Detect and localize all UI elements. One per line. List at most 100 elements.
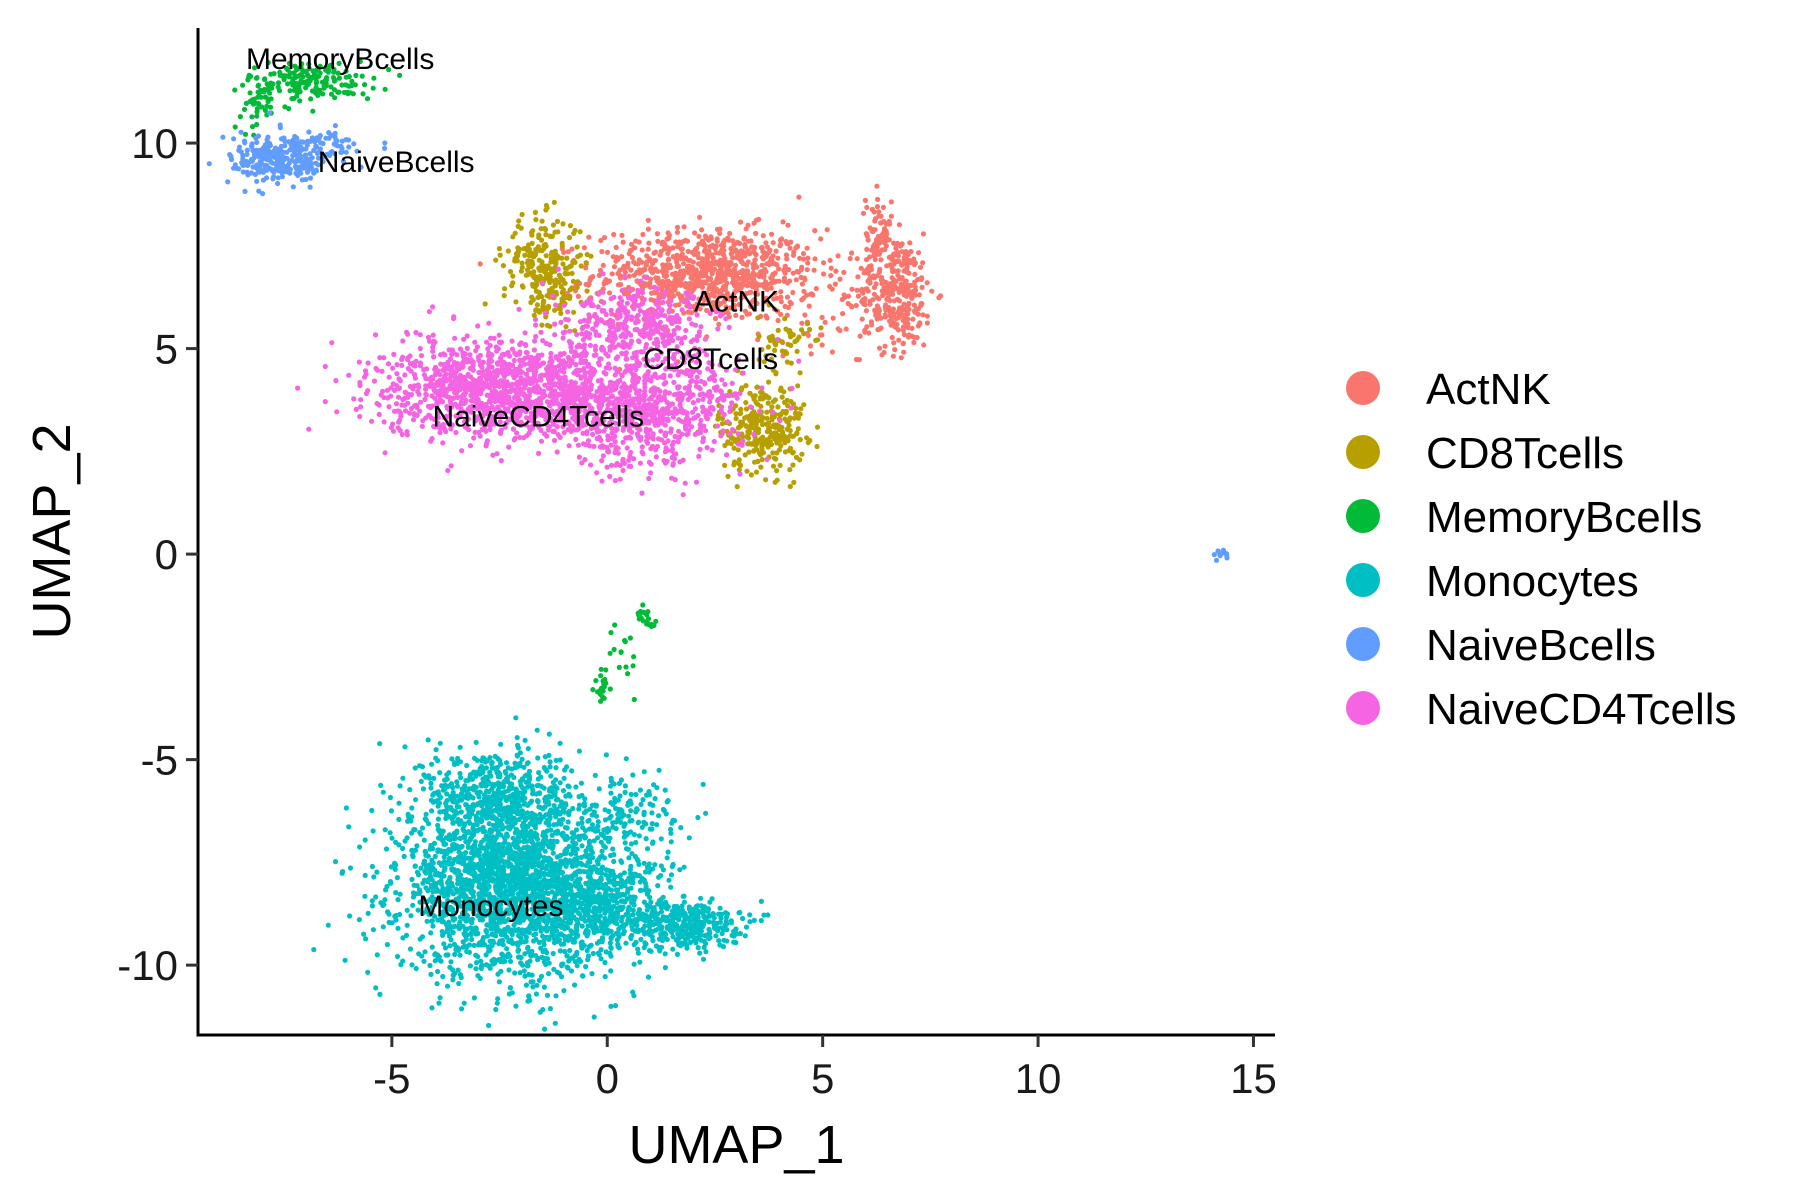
data-point xyxy=(519,264,525,271)
data-point xyxy=(541,785,547,791)
data-point xyxy=(681,261,687,267)
data-point xyxy=(558,858,564,864)
data-point xyxy=(534,835,540,841)
data-point xyxy=(603,680,609,686)
data-point xyxy=(881,240,888,246)
data-point xyxy=(553,993,559,999)
data-point xyxy=(510,940,516,946)
data-point xyxy=(505,804,511,810)
data-point xyxy=(733,254,739,260)
data-point xyxy=(739,314,745,320)
data-point xyxy=(905,316,911,322)
data-point xyxy=(545,798,551,804)
data-point xyxy=(795,269,802,275)
data-point xyxy=(420,880,426,886)
data-point xyxy=(745,259,751,265)
data-point xyxy=(623,664,629,670)
data-point xyxy=(796,194,802,200)
data-point xyxy=(496,769,502,776)
data-point xyxy=(787,415,793,421)
data-point xyxy=(768,441,775,448)
data-point xyxy=(549,845,555,852)
data-point xyxy=(240,82,246,88)
data-point xyxy=(469,861,476,867)
data-point xyxy=(679,253,685,259)
data-point xyxy=(241,106,248,112)
data-point xyxy=(758,403,764,409)
data-point xyxy=(647,280,653,286)
data-point xyxy=(258,87,264,93)
data-point xyxy=(904,305,911,311)
data-point xyxy=(483,928,489,935)
data-point xyxy=(416,951,422,957)
data-point xyxy=(748,273,754,279)
data-point xyxy=(574,963,580,969)
data-point xyxy=(863,308,870,314)
data-point xyxy=(706,286,712,292)
data-point xyxy=(785,341,791,347)
data-point xyxy=(292,87,298,93)
data-point xyxy=(447,814,453,820)
data-point xyxy=(540,1007,546,1013)
data-point xyxy=(232,87,238,93)
data-point xyxy=(865,288,871,294)
data-point xyxy=(543,232,549,238)
data-point xyxy=(535,855,541,861)
data-point xyxy=(511,815,517,821)
data-point xyxy=(774,295,780,301)
data-point xyxy=(876,251,882,257)
data-point xyxy=(714,226,721,232)
data-point xyxy=(442,777,448,783)
data-point xyxy=(532,209,539,215)
data-point xyxy=(522,951,528,957)
data-point xyxy=(618,649,624,655)
data-point xyxy=(540,933,546,939)
data-point xyxy=(801,295,807,301)
data-point xyxy=(911,302,917,308)
data-point xyxy=(531,269,537,275)
data-point xyxy=(569,830,575,836)
data-point xyxy=(500,263,506,269)
data-point xyxy=(451,813,457,819)
data-point xyxy=(691,280,698,286)
data-point xyxy=(918,264,924,270)
data-point xyxy=(876,345,883,351)
data-point xyxy=(541,959,547,965)
data-point xyxy=(264,103,270,109)
data-point xyxy=(768,285,774,291)
data-point xyxy=(827,257,833,263)
data-point xyxy=(782,267,788,273)
data-point xyxy=(541,276,548,282)
data-point xyxy=(553,765,559,771)
data-point xyxy=(764,286,770,292)
data-point xyxy=(768,255,774,262)
data-point xyxy=(865,237,871,243)
data-point xyxy=(912,283,918,290)
data-point xyxy=(457,770,463,777)
data-point xyxy=(547,764,553,770)
data-point xyxy=(511,865,517,871)
data-point xyxy=(873,281,879,287)
data-point xyxy=(577,252,584,258)
data-point xyxy=(456,849,462,855)
data-point xyxy=(878,257,884,263)
data-point xyxy=(547,759,553,765)
data-point xyxy=(514,752,520,758)
data-point xyxy=(876,268,883,274)
data-point xyxy=(464,762,470,769)
data-point xyxy=(889,291,895,297)
data-point xyxy=(394,875,400,881)
data-point xyxy=(490,938,496,944)
data-point xyxy=(625,671,631,677)
data-point xyxy=(728,251,734,257)
data-point xyxy=(757,396,763,402)
data-point xyxy=(513,255,519,261)
data-point xyxy=(556,272,563,278)
data-point xyxy=(617,282,623,288)
data-point xyxy=(701,248,708,254)
data-point xyxy=(862,302,868,308)
data-point xyxy=(573,827,580,833)
data-point xyxy=(727,259,733,266)
data-point xyxy=(762,299,768,305)
data-point xyxy=(536,257,542,263)
